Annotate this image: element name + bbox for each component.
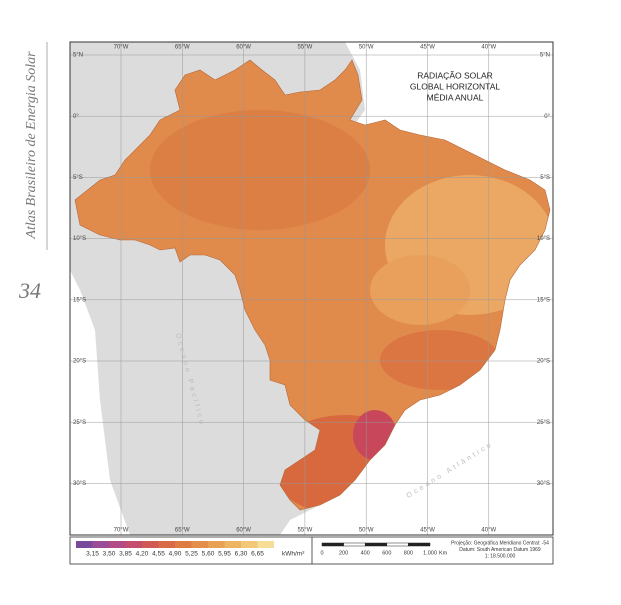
legend-class: 3,50 <box>103 551 116 558</box>
latitude-label-right: 15°S <box>537 297 550 303</box>
scale-segment <box>343 542 366 547</box>
graticule <box>70 42 553 535</box>
projection-text: 1: 18.500.000 <box>485 553 516 559</box>
map-title: RADIAÇÃO SOLAR <box>417 70 493 80</box>
latitude-label-right: 20°S <box>537 359 550 365</box>
legend-swatch <box>241 541 258 548</box>
legend-frame <box>69 536 554 565</box>
latitude-label-left: 10°S <box>73 236 86 242</box>
scale-unit: Km <box>439 550 448 556</box>
legend-class: 4,20 <box>136 551 149 558</box>
projection-text: Datum: South American Datum 1969 <box>459 547 541 553</box>
legend-unit: kWh/m² <box>282 551 305 558</box>
latitude-label-left: 20°S <box>73 359 86 365</box>
legend-class: 4,90 <box>169 551 182 558</box>
scale-label: 0 <box>320 550 323 556</box>
legend-class: 5,95 <box>218 551 231 558</box>
scale-label: 400 <box>361 550 370 556</box>
longitude-label-bottom: 40°W <box>481 528 496 534</box>
legend-class: 3,15 <box>86 551 99 558</box>
legend-swatch <box>76 541 93 548</box>
legend-swatch <box>109 541 126 548</box>
legend-swatch <box>125 541 142 548</box>
latitude-label-left: 25°S <box>73 420 86 426</box>
sidebar-title: Atlas Brasileiro de Energia Solar <box>24 51 39 240</box>
scale-segment <box>386 542 409 547</box>
legend-swatch <box>175 541 192 548</box>
legend-swatch <box>158 541 175 548</box>
scale-segment <box>408 542 431 547</box>
legend-class: 4,55 <box>152 551 165 558</box>
scale-label: 200 <box>339 550 348 556</box>
latitude-label-left: 15°S <box>73 297 86 303</box>
latitude-label-right: 5°N <box>540 53 550 59</box>
longitude-label-top: 70°W <box>114 45 129 51</box>
latitude-label-left: 5°S <box>73 175 83 181</box>
longitude-label-top: 50°W <box>359 45 374 51</box>
map-frame <box>69 41 554 536</box>
legend-class: 5,60 <box>202 551 215 558</box>
legend-swatch <box>224 541 241 548</box>
latitude-label-right: 10°S <box>537 236 550 242</box>
latitude-label-right: 30°S <box>537 481 550 487</box>
legend-swatch <box>191 541 208 548</box>
longitude-label-bottom: 55°W <box>298 528 313 534</box>
legend-swatch <box>208 541 225 548</box>
longitude-label-top: 45°W <box>420 45 435 51</box>
legend-swatch <box>142 541 159 548</box>
latitude-label-left: 5°N <box>73 53 83 59</box>
legend-class: 5,25 <box>185 551 198 558</box>
map-title: MÉDIA ANUAL <box>427 92 484 102</box>
longitude-label-top: 40°W <box>481 45 496 51</box>
projection-text: Projeção: Geográfica Meridiano Central: … <box>451 540 549 546</box>
scale-label: 1.000 <box>423 550 437 556</box>
legend-swatch <box>257 541 274 548</box>
legend-class: 6,65 <box>251 551 264 558</box>
scale-segment <box>364 542 388 547</box>
page-number: 34 <box>18 278 41 303</box>
longitude-label-top: 55°W <box>298 45 313 51</box>
latitude-label-right: 5°S <box>540 175 550 181</box>
longitude-label-top: 60°W <box>236 45 251 51</box>
latitude-label-right: 0° <box>544 114 550 120</box>
scale-label: 800 <box>404 550 413 556</box>
map-title: GLOBAL HORIZONTAL <box>410 81 500 91</box>
scale-segment <box>321 542 344 547</box>
longitude-label-bottom: 45°W <box>420 528 435 534</box>
latitude-label-left: 0° <box>73 114 79 120</box>
longitude-label-top: 65°W <box>175 45 190 51</box>
longitude-label-bottom: 70°W <box>114 528 129 534</box>
longitude-label-bottom: 65°W <box>175 528 190 534</box>
latitude-label-left: 30°S <box>73 481 86 487</box>
legend-class: 3,85 <box>119 551 132 558</box>
longitude-label-bottom: 50°W <box>359 528 374 534</box>
latitude-label-right: 25°S <box>537 420 550 426</box>
scale-label: 600 <box>382 550 391 556</box>
legend-class: 6,30 <box>235 551 248 558</box>
legend-swatch <box>92 541 109 548</box>
longitude-label-bottom: 60°W <box>236 528 251 534</box>
